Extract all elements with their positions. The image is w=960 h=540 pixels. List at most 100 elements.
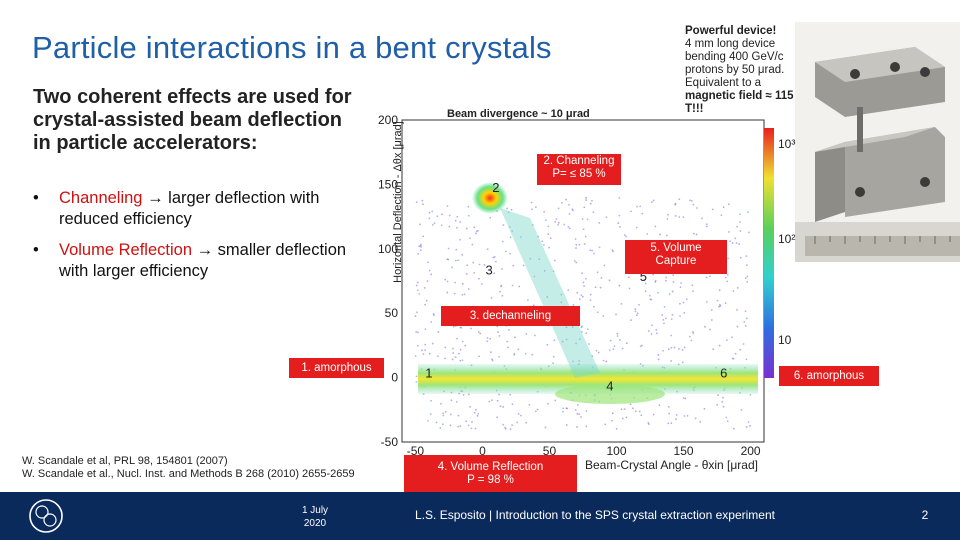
scatter-point bbox=[449, 424, 452, 427]
scatter-point bbox=[415, 331, 418, 333]
scatter-point bbox=[424, 349, 426, 352]
scatter-point bbox=[528, 403, 531, 406]
scatter-point bbox=[541, 240, 544, 243]
scatter-point bbox=[508, 226, 511, 228]
scatter-point bbox=[604, 423, 607, 426]
scatter-point bbox=[591, 355, 594, 358]
scatter-point bbox=[465, 227, 468, 230]
scatter-point bbox=[504, 426, 507, 429]
x-tick-label: 150 bbox=[674, 444, 694, 458]
scatter-point bbox=[534, 410, 537, 413]
scatter-point bbox=[452, 352, 455, 354]
scatter-point bbox=[618, 284, 621, 287]
scatter-point bbox=[554, 399, 557, 402]
scatter-point bbox=[512, 264, 515, 267]
scatter-point bbox=[448, 214, 451, 217]
scatter-point bbox=[525, 333, 528, 335]
scatter-point bbox=[418, 293, 421, 295]
scatter-point bbox=[510, 208, 513, 211]
scatter-point bbox=[469, 406, 471, 408]
scatter-point bbox=[618, 214, 621, 217]
scatter-point bbox=[744, 277, 747, 279]
scatter-point bbox=[674, 202, 677, 205]
scatter-point bbox=[447, 258, 450, 261]
bullet-text: Volume Reflection → smaller deflection w… bbox=[59, 240, 359, 282]
scatter-point bbox=[673, 346, 676, 349]
colorbar-tick-label: 10² bbox=[778, 232, 795, 246]
scatter-point bbox=[491, 358, 493, 361]
scatter-point bbox=[670, 360, 672, 362]
scatter-point bbox=[459, 348, 462, 351]
scatter-point bbox=[583, 243, 586, 245]
scatter-point bbox=[739, 221, 741, 223]
scatter-point bbox=[658, 404, 661, 407]
scatter-point bbox=[644, 290, 647, 293]
scatter-point bbox=[449, 413, 452, 416]
scatter-point bbox=[636, 314, 638, 317]
scatter-point bbox=[425, 299, 428, 302]
scatter-point bbox=[583, 206, 586, 209]
scatter-point bbox=[661, 314, 664, 316]
scatter-point bbox=[522, 264, 525, 267]
scatter-point bbox=[435, 421, 438, 424]
scatter-point bbox=[682, 216, 685, 219]
scatter-point bbox=[417, 331, 419, 334]
scatter-point bbox=[415, 375, 418, 378]
scatter-point bbox=[705, 223, 708, 226]
scatter-point bbox=[691, 284, 694, 287]
device-line1: 4 mm long device bending 400 GeV/c proto… bbox=[685, 38, 785, 89]
scatter-point bbox=[468, 237, 471, 240]
scatter-point bbox=[681, 349, 684, 351]
scatter-point bbox=[635, 226, 638, 229]
scatter-point bbox=[534, 334, 536, 337]
scatter-point bbox=[580, 294, 583, 297]
scatter-point bbox=[444, 357, 446, 360]
scatter-point bbox=[509, 428, 512, 431]
scatter-point bbox=[524, 352, 527, 355]
scatter-point bbox=[506, 207, 508, 210]
scatter-point bbox=[471, 421, 473, 423]
scatter-point bbox=[580, 416, 582, 418]
scatter-point bbox=[483, 263, 486, 266]
scatter-point bbox=[734, 352, 737, 355]
scatter-point bbox=[496, 416, 498, 419]
scatter-point bbox=[745, 358, 748, 361]
scatter-point bbox=[582, 281, 585, 284]
scatter-point bbox=[422, 203, 424, 206]
scatter-point bbox=[705, 225, 708, 228]
scatter-point bbox=[490, 399, 493, 402]
scatter-point bbox=[632, 407, 634, 410]
scatter-point bbox=[681, 361, 684, 364]
scatter-point bbox=[628, 287, 631, 290]
scatter-point bbox=[498, 393, 501, 396]
label-channeling: 2. Channeling P= ≤ 85 % bbox=[537, 154, 621, 185]
scatter-point bbox=[605, 360, 608, 363]
x-axis-label: Beam-Crystal Angle - θxin [μrad] bbox=[585, 458, 758, 472]
scatter-point bbox=[603, 264, 606, 267]
scatter-point bbox=[427, 420, 429, 422]
scatter-point bbox=[679, 286, 682, 289]
scatter-point bbox=[591, 199, 593, 202]
region-number: 1 bbox=[425, 366, 432, 381]
scatter-point bbox=[744, 310, 747, 313]
scatter-point bbox=[711, 208, 714, 211]
scatter-point bbox=[745, 255, 748, 258]
y-tick-label: -50 bbox=[381, 435, 399, 449]
scatter-point bbox=[593, 305, 595, 308]
scatter-point bbox=[441, 423, 444, 426]
scatter-point bbox=[585, 425, 588, 428]
label-volume-reflection: 4. Volume Reflection P = 98 % bbox=[404, 455, 577, 499]
scatter-point bbox=[620, 302, 623, 305]
scatter-point bbox=[454, 259, 457, 262]
scatter-point bbox=[674, 215, 677, 217]
scatter-point bbox=[675, 413, 678, 416]
scatter-point bbox=[431, 224, 434, 226]
scatter-point bbox=[679, 315, 681, 317]
scatter-point bbox=[746, 211, 749, 214]
scatter-point bbox=[724, 302, 727, 304]
scatter-point bbox=[546, 343, 549, 346]
scatter-point bbox=[609, 339, 612, 342]
scatter-point bbox=[458, 352, 460, 355]
scatter-point bbox=[511, 284, 514, 287]
scatter-point bbox=[586, 328, 589, 331]
